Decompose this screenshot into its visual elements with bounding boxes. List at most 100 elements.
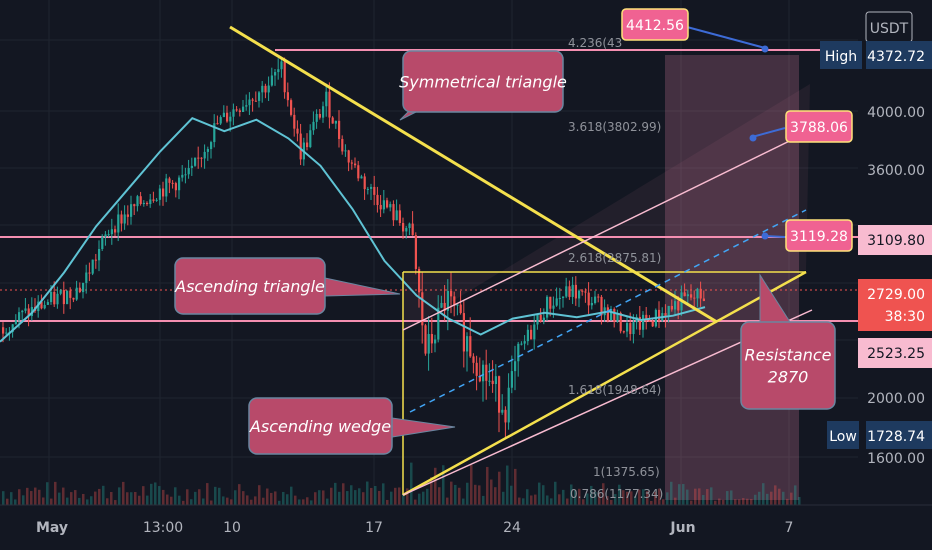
volume-bar <box>238 484 241 505</box>
ascending-triangle-callout[interactable] <box>174 257 326 315</box>
volume-bar <box>230 499 233 505</box>
candle-body <box>437 307 440 340</box>
candle-body <box>670 305 673 310</box>
volume-bar <box>130 492 133 505</box>
volume-bar <box>454 484 457 505</box>
candle-body <box>261 85 264 93</box>
volume-bar <box>594 492 597 505</box>
volume-bar <box>782 491 785 505</box>
candle-body <box>411 223 414 236</box>
volume-bar <box>338 491 341 505</box>
volume-bar <box>86 499 89 505</box>
volume-bar <box>770 491 773 505</box>
candle-body <box>421 292 424 326</box>
candle-body <box>389 204 392 208</box>
volume-bar <box>734 499 737 505</box>
candle-body <box>459 304 462 314</box>
target-anchor-dot <box>761 45 769 53</box>
candle-body <box>600 296 603 316</box>
volume-bar <box>694 488 697 505</box>
volume-bar <box>518 497 521 505</box>
candle-body <box>370 186 373 189</box>
candle-body <box>114 229 117 233</box>
volume-bar <box>254 496 257 505</box>
candle-body <box>398 210 401 223</box>
candle-body <box>462 313 465 352</box>
volume-bar <box>146 495 149 505</box>
volume-bar <box>306 497 309 505</box>
candle-body <box>507 387 510 423</box>
candle-body <box>363 176 366 190</box>
volume-bar <box>322 490 325 505</box>
candle-body <box>533 324 536 340</box>
volume-bar <box>434 467 437 505</box>
candle-body <box>110 229 113 235</box>
volume-bar <box>70 492 73 505</box>
candle-body <box>181 174 184 178</box>
volume-bar <box>638 489 641 505</box>
resistance-callout[interactable] <box>740 321 836 410</box>
candle-body <box>645 314 648 321</box>
symmetrical-triangle-callout[interactable] <box>402 50 564 113</box>
volume-bar <box>606 496 609 505</box>
last-price-tag <box>858 279 932 331</box>
candle-body <box>24 308 27 311</box>
volume-bar <box>642 489 645 505</box>
volume-bar <box>626 491 629 505</box>
volume-bar <box>446 497 449 505</box>
volume-bar <box>110 491 113 505</box>
volume-bar <box>490 479 493 505</box>
candle-body <box>360 176 363 179</box>
volume-bar <box>582 499 585 505</box>
candle-body <box>469 336 472 357</box>
ascending-triangle-base <box>402 270 807 497</box>
volume-bar <box>202 498 205 505</box>
volume-bar <box>786 498 789 505</box>
candle-body <box>149 199 152 205</box>
volume-bar <box>570 484 573 505</box>
volume-bar <box>14 499 17 505</box>
target-price-tag[interactable] <box>785 219 853 252</box>
volume-bar <box>26 487 29 505</box>
candle-body <box>296 128 299 134</box>
candle-body <box>286 92 289 101</box>
volume-bar <box>658 488 661 505</box>
ascending-wedge-callout[interactable] <box>248 397 393 455</box>
volume-bar <box>282 491 285 505</box>
volume-bar <box>54 481 57 505</box>
candle-body <box>699 288 702 299</box>
candle-body <box>424 325 427 354</box>
volume-bar <box>74 490 77 505</box>
level-price-tag <box>858 338 932 368</box>
candle-body <box>446 290 449 311</box>
fib-level-label: 1(1375.65) <box>593 465 660 479</box>
volume-bar <box>450 481 453 505</box>
candle-body <box>53 291 56 305</box>
time-tick: 7 <box>785 520 794 536</box>
candle-body <box>558 297 561 299</box>
volume-bar <box>278 500 281 505</box>
target-anchor-dot <box>761 232 769 240</box>
candle-body <box>168 178 171 183</box>
candle-body <box>578 290 581 299</box>
channel-mid-line <box>409 209 807 413</box>
volume-bar <box>406 488 409 505</box>
volume-bar <box>50 498 53 505</box>
candle-body <box>322 106 325 118</box>
candle-body <box>530 329 533 340</box>
price-tick: 4000.00 <box>867 105 925 121</box>
volume-bar <box>554 481 557 505</box>
volume-bar <box>270 492 273 505</box>
candle-body <box>299 133 302 160</box>
target-price-tag[interactable] <box>621 8 689 41</box>
volume-bar <box>486 466 489 505</box>
candle-body <box>642 314 645 330</box>
candle-body <box>290 100 293 115</box>
target-price-tag[interactable] <box>785 110 853 143</box>
volume-bar <box>534 494 537 505</box>
volume-bar <box>138 495 141 505</box>
level-price-value: 2523.25 <box>867 346 925 362</box>
volume-bar <box>274 491 277 505</box>
candle-body <box>194 157 197 166</box>
